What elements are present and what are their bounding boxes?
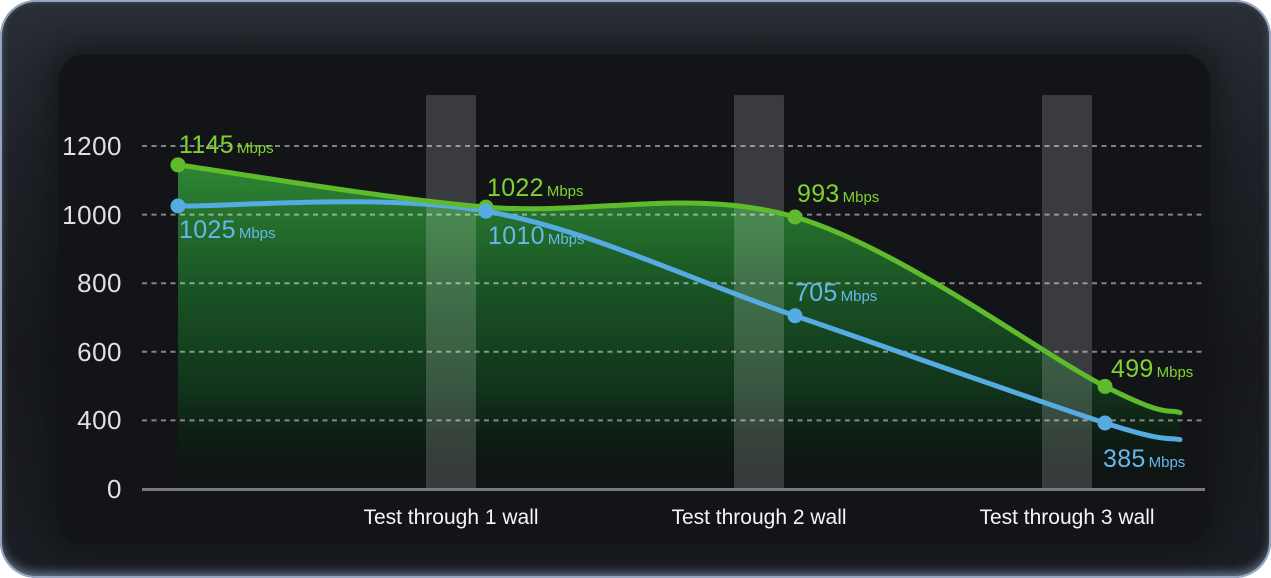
data-point-blue bbox=[1097, 415, 1113, 431]
data-point-blue bbox=[170, 198, 186, 214]
data-point-green bbox=[1097, 378, 1113, 394]
data-point-green bbox=[170, 157, 186, 173]
green-area-fill bbox=[178, 164, 1180, 489]
data-point-blue bbox=[787, 308, 803, 324]
wall-bar bbox=[426, 95, 476, 489]
data-point-blue bbox=[478, 203, 494, 219]
wall-bar bbox=[734, 95, 784, 489]
data-point-green bbox=[787, 209, 803, 225]
wall-bar bbox=[1042, 95, 1092, 489]
